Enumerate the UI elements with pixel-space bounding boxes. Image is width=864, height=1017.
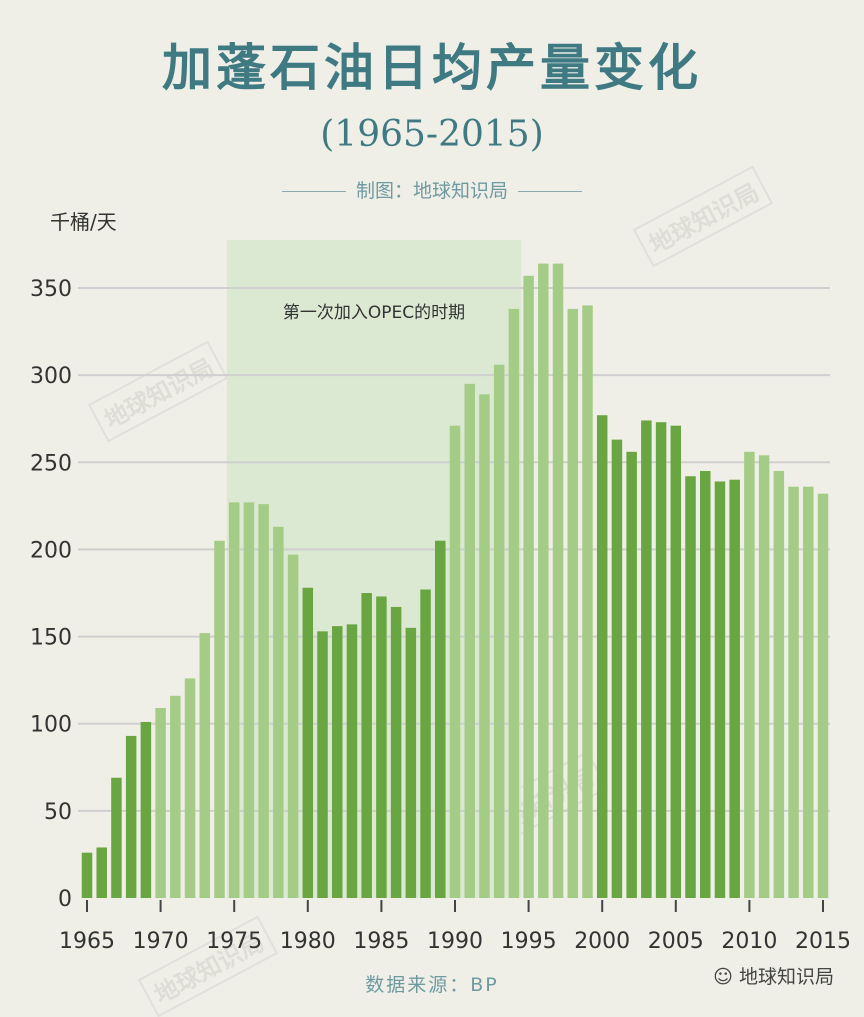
bar: [155, 708, 166, 898]
bar: [803, 486, 814, 898]
bar: [596, 415, 608, 898]
y-tick-label: 200: [30, 538, 72, 563]
wechat-icon: ☺: [713, 966, 733, 988]
y-tick-label: 350: [30, 277, 72, 302]
bar: [744, 451, 755, 898]
bar: [523, 275, 534, 898]
bar: [699, 471, 711, 898]
y-tick-label: 100: [30, 713, 72, 738]
bar: [464, 383, 475, 898]
bar: [611, 439, 623, 898]
bar: [685, 476, 696, 898]
x-tick-labels: 1965 1970 1975 1980 1985 1990 1995 2000 2005 2010…: [59, 900, 851, 954]
brand-name: 地球知识局: [738, 966, 834, 988]
bar: [258, 504, 269, 898]
bar: [317, 631, 328, 898]
bar: [567, 308, 579, 898]
bar: [641, 420, 652, 898]
bar: [228, 502, 240, 898]
bar: [670, 425, 682, 898]
bar: [479, 394, 490, 898]
opec-period-annotation: 第一次加入OPEC的时期: [283, 303, 465, 323]
bar: [758, 455, 770, 898]
bar: [508, 308, 520, 898]
bar: [273, 526, 284, 898]
bar: [817, 493, 829, 898]
bar: [538, 263, 549, 899]
credit-line: 制图：地球知识局: [0, 176, 864, 203]
bar: [346, 624, 358, 898]
y-axis-unit-label: 千桶/天: [50, 210, 117, 234]
credit-rule-left: [281, 191, 346, 192]
bar: [435, 540, 446, 898]
bar: [184, 678, 196, 898]
bar: [582, 305, 593, 898]
y-tick-labels: 0 50 100 150 200 250 300 350: [30, 277, 72, 912]
x-tick-label: 1970: [133, 929, 189, 954]
chart-title: 加蓬石油日均产量变化: [162, 38, 702, 97]
bar: [449, 425, 461, 898]
bar: [626, 451, 637, 898]
y-tick-label: 50: [44, 800, 72, 825]
y-tick-label: 0: [58, 887, 72, 912]
bar: [96, 847, 107, 898]
y-tick-label: 250: [30, 451, 72, 476]
x-tick-label: 2010: [721, 929, 777, 954]
opec-period-highlight: [226, 240, 522, 898]
bar: [493, 364, 505, 899]
x-tick-label: 1965: [59, 929, 115, 954]
bar: [125, 735, 137, 898]
bar: [405, 627, 417, 898]
bar: [214, 540, 225, 898]
credit-text: 制图：地球知识局: [355, 180, 508, 202]
bar: [302, 587, 314, 898]
chart-subtitle: (1965-2015): [320, 114, 544, 155]
x-tick-label: 2000: [574, 929, 630, 954]
x-tick-label: 1975: [206, 929, 262, 954]
y-tick-label: 150: [30, 626, 72, 651]
bar: [140, 721, 152, 898]
bar: [729, 479, 740, 898]
y-tick-label: 300: [30, 364, 72, 389]
x-tick-label: 2005: [648, 929, 704, 954]
bar: [287, 554, 299, 898]
bar: [552, 263, 564, 899]
brand-label: ☺ 地球知识局: [713, 962, 834, 989]
bar: [170, 695, 181, 898]
credit-rule-right: [518, 191, 582, 192]
bar: [81, 852, 93, 898]
x-tick-label: 1995: [501, 929, 557, 954]
bar: [361, 593, 372, 898]
bar: [714, 481, 726, 898]
x-tick-label: 1980: [280, 929, 336, 954]
x-tick-label: 1985: [353, 929, 409, 954]
bars: [81, 263, 829, 899]
bar: [376, 596, 387, 898]
bar: [655, 422, 667, 898]
bar: [111, 777, 122, 898]
bar: [331, 626, 343, 898]
bar: [788, 486, 799, 898]
bar: [199, 633, 211, 898]
x-tick-label: 1990: [427, 929, 483, 954]
bar: [420, 589, 431, 898]
bar: [390, 606, 402, 898]
bar: [243, 502, 255, 898]
data-source: 数据来源：BP: [365, 974, 499, 996]
x-tick-label: 2015: [795, 929, 851, 954]
bar: [773, 471, 785, 898]
